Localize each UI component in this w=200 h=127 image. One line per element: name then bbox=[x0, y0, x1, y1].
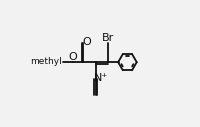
Text: Br: Br bbox=[102, 33, 114, 43]
Text: N⁺: N⁺ bbox=[94, 73, 108, 83]
Text: O: O bbox=[82, 37, 91, 47]
Text: methyl: methyl bbox=[30, 58, 62, 66]
Text: O: O bbox=[69, 52, 78, 61]
